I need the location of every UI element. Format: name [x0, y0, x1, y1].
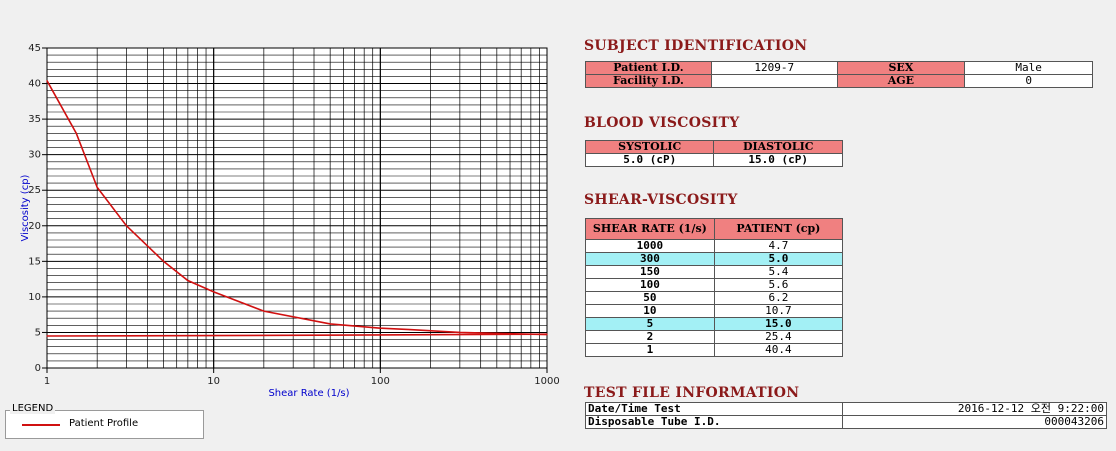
systolic-label: SYSTOLIC	[584, 140, 715, 154]
age-value: 0	[964, 74, 1093, 88]
patient-cp-cell: 5.6	[713, 278, 844, 292]
y-tick-label: 15	[28, 256, 41, 267]
legend-swatch-patient	[22, 424, 60, 426]
data-point	[379, 327, 381, 329]
y-tick-label: 10	[28, 292, 41, 303]
sex-label: SEX	[836, 61, 966, 75]
patient-id-value: 1209-7	[710, 61, 838, 75]
shear-row: 150 5.4	[585, 265, 844, 279]
facility-id-value	[710, 74, 838, 88]
data-point	[213, 291, 215, 293]
subject-table: Patient I.D. 1209-7 SEX Male Facility I.…	[585, 61, 1093, 88]
data-point	[329, 323, 331, 325]
data-point	[546, 333, 548, 335]
x-tick-label: 1	[44, 376, 50, 387]
patient-id-label: Patient I.D.	[585, 61, 712, 75]
patient-cp-cell: 6.2	[713, 291, 844, 305]
facility-id-label: Facility I.D.	[585, 74, 712, 88]
legend-title: LEGEND	[10, 403, 56, 414]
x-tick-label: 1000	[534, 376, 559, 387]
data-point	[125, 225, 128, 227]
shear-row: 300 5.0	[585, 252, 844, 266]
diastolic-label: DIASTOLIC	[713, 140, 843, 154]
subject-title: SUBJECT IDENTIFICATION	[584, 38, 808, 54]
shear-rate-cell: 10	[585, 304, 715, 318]
viscosity-chart: 0 5 10 15 20 25 30 35 40 45 1 10 100 1000 Shear Rate (…	[0, 40, 566, 400]
age-label: AGE	[836, 74, 966, 88]
tube-id-value: 000043206	[842, 415, 1107, 429]
data-point	[96, 186, 98, 188]
data-point	[46, 80, 48, 82]
y-tick-label: 20	[28, 221, 41, 232]
y-tick-label: 35	[28, 114, 41, 125]
shear-row: 5 15.0	[585, 317, 844, 331]
datetime-label: Date/Time Test	[584, 402, 844, 416]
x-tick-label: 100	[371, 376, 390, 387]
y-axis-title: Viscosity (cp)	[20, 174, 31, 241]
data-point	[409, 329, 411, 331]
y-tick-label: 30	[28, 150, 41, 161]
legend: LEGEND Patient Profile	[5, 403, 204, 439]
y-tick-label: 45	[28, 43, 41, 54]
legend-label-patient: Patient Profile	[69, 418, 139, 429]
test-file-title: TEST FILE INFORMATION	[584, 385, 800, 401]
x-tick-label: 10	[207, 376, 220, 387]
patient-cp-header: PATIENT (cp)	[713, 218, 844, 240]
shear-row: 2 25.4	[585, 330, 844, 344]
shear-rate-cell: 300	[585, 252, 715, 266]
tube-id-label: Disposable Tube I.D.	[584, 415, 844, 429]
y-tick-label: 25	[28, 185, 41, 196]
blood-viscosity-table: SYSTOLIC DIASTOLIC 5.0 (cP) 15.0 (cP)	[584, 140, 843, 167]
y-tick-label: 5	[35, 327, 41, 338]
patient-cp-cell: 4.7	[713, 239, 844, 253]
data-point	[75, 132, 77, 134]
shear-row: 10 10.7	[585, 304, 844, 318]
data-point	[187, 279, 189, 282]
sex-value: Male	[964, 61, 1093, 75]
chart-svg: 0 5 10 15 20 25 30 35 40 45 1 10 100 1000 Shear Rate (…	[20, 43, 560, 399]
blood-viscosity-title: BLOOD VISCOSITY	[584, 115, 740, 131]
patient-cp-cell: 25.4	[713, 330, 844, 344]
data-point	[459, 331, 461, 334]
plot-area	[46, 47, 548, 369]
datetime-value: 2016-12-12 오전 9:22:00	[842, 402, 1107, 416]
y-tick-label: 40	[28, 79, 41, 90]
shear-rate-cell: 1000	[585, 239, 715, 253]
data-point	[263, 310, 265, 312]
shear-rate-cell: 2	[585, 330, 715, 344]
shear-row: 100 5.6	[585, 278, 844, 292]
data-point	[213, 335, 215, 337]
y-tick-label: 0	[35, 363, 41, 374]
patient-cp-cell: 5.0	[713, 252, 844, 266]
shear-rate-header: SHEAR RATE (1/s)	[585, 218, 715, 240]
systolic-value: 5.0 (cP)	[584, 153, 715, 167]
shear-rate-cell: 100	[585, 278, 715, 292]
shear-rate-cell: 1	[585, 343, 715, 357]
patient-cp-cell: 10.7	[713, 304, 844, 318]
diastolic-value: 15.0 (cP)	[713, 153, 843, 167]
data-point	[162, 260, 165, 262]
data-point	[379, 334, 381, 336]
series-line-baseline	[46, 333, 548, 337]
shear-row: 1000 4.7	[585, 239, 844, 253]
shear-viscosity-title: SHEAR-VISCOSITY	[584, 192, 738, 208]
data-point	[46, 335, 48, 337]
shear-viscosity-table: SHEAR RATE (1/s) PATIENT (cp) 1000 4.7 300…	[585, 218, 844, 357]
shear-rate-cell: 50	[585, 291, 715, 305]
patient-cp-cell: 5.4	[713, 265, 844, 279]
patient-cp-cell: 40.4	[713, 343, 844, 357]
shear-rate-cell: 150	[585, 265, 715, 279]
patient-cp-cell: 15.0	[713, 317, 844, 331]
shear-row: 1 40.4	[585, 343, 844, 357]
test-file-table: Date/Time Test 2016-12-12 오전 9:22:00 Dis…	[584, 402, 1107, 429]
shear-row: 50 6.2	[585, 291, 844, 305]
shear-rate-cell: 5	[585, 317, 715, 331]
x-axis-title: Shear Rate (1/s)	[268, 388, 349, 399]
